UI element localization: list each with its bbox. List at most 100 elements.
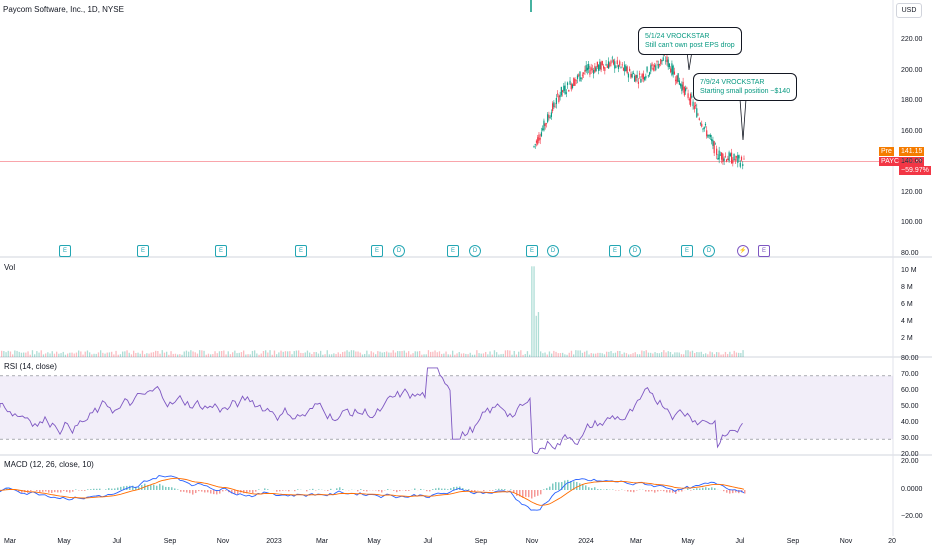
macd-histogram-bar (699, 488, 701, 490)
macd-histogram-bar (171, 487, 173, 490)
volume-bar (397, 351, 399, 357)
dividend-event-icon[interactable]: D (629, 245, 641, 257)
macd-histogram-bar (393, 490, 395, 491)
volume-bar (159, 353, 161, 357)
earnings-event-icon[interactable]: E (526, 245, 538, 257)
volume-bar (553, 350, 555, 357)
last-price: 140.35 (899, 157, 925, 166)
volume-bar (709, 351, 711, 357)
dividend-event-icon[interactable]: D (469, 245, 481, 257)
dividend-event-icon[interactable]: D (393, 245, 405, 257)
dividend-event-icon[interactable]: D (703, 245, 715, 257)
volume-bar (738, 352, 740, 357)
candle-body (687, 93, 689, 98)
volume-bar (1, 350, 3, 357)
time-axis-tick: Mar (315, 538, 329, 545)
candle-body (709, 134, 712, 137)
macd-histogram-bar (483, 490, 485, 492)
volume-bar (64, 354, 67, 357)
earnings-event-icon[interactable]: E (447, 245, 459, 257)
earnings-event-icon[interactable]: E (758, 245, 770, 257)
annotation-callout[interactable]: 7/9/24 VROCKSTAR Starting small position… (693, 73, 798, 101)
volume-bar (355, 351, 357, 357)
volume-bar (509, 350, 511, 357)
macd-histogram-bar (414, 488, 416, 490)
chart-title: Paycom Software, Inc., 1D, NYSE (3, 5, 124, 14)
macd-histogram-bar (186, 490, 188, 493)
rsi-axis-tick: 20.00 (901, 451, 919, 458)
volume-bar (240, 352, 243, 357)
volume-bar (9, 351, 12, 357)
time-axis-tick: Sep (786, 538, 800, 545)
volume-bar (557, 353, 559, 357)
macd-histogram-bar (318, 489, 320, 490)
candle-body (688, 98, 690, 101)
volume-bar (436, 352, 438, 357)
candle-body (661, 60, 663, 62)
macd-histogram-bar (660, 490, 662, 491)
earnings-event-icon[interactable]: E (609, 245, 621, 257)
macd-histogram-bar (606, 489, 608, 490)
macd-histogram-bar (231, 490, 233, 494)
currency-button[interactable]: USD (896, 3, 922, 18)
macd-histogram-bar (21, 490, 23, 493)
candle-body (616, 60, 618, 65)
macd-histogram-bar (213, 490, 215, 495)
candle-body (602, 65, 605, 69)
macd-histogram-bar (216, 490, 218, 495)
macd-histogram-bar (117, 487, 119, 490)
candle-body (660, 58, 662, 64)
candle-body (544, 123, 546, 127)
volume-bar (38, 352, 40, 357)
macd-histogram-bar (681, 490, 683, 492)
candle-body (662, 57, 664, 61)
candle-body (605, 64, 607, 66)
split-event-icon[interactable]: ⚡ (737, 245, 749, 257)
macd-histogram-bar (489, 490, 491, 491)
volume-bar (438, 351, 441, 357)
volume-bar (537, 312, 540, 357)
volume-axis-tick: 10 M (901, 267, 917, 274)
candle-body (615, 66, 617, 68)
annotation-callout[interactable]: 5/1/24 VROCKSTAR Still can't own post EP… (638, 27, 742, 55)
candle-body (701, 123, 703, 127)
earnings-event-icon[interactable]: E (137, 245, 149, 257)
macd-histogram-bar (468, 489, 470, 490)
volume-bar (174, 353, 177, 357)
candle-body (589, 70, 591, 75)
macd-histogram-bar (105, 489, 107, 490)
candle-body (734, 159, 736, 161)
volume-bar (617, 350, 619, 357)
volume-bar (460, 353, 463, 357)
volume-bar (155, 350, 157, 357)
candle-body (581, 74, 584, 76)
volume-bar (524, 353, 526, 357)
volume-bar (269, 350, 271, 357)
volume-bar (7, 350, 9, 357)
volume-bar (181, 354, 183, 357)
volume-bar (3, 351, 5, 357)
earnings-event-icon[interactable]: E (681, 245, 693, 257)
candle-body (681, 84, 683, 92)
volume-bar (309, 352, 311, 357)
volume-bar (388, 352, 390, 357)
volume-bar (531, 266, 533, 357)
earnings-event-icon[interactable]: E (215, 245, 227, 257)
candle-body (716, 148, 718, 155)
candle-body (570, 83, 572, 90)
macd-histogram-bar (6, 488, 8, 490)
dividend-event-icon[interactable]: D (547, 245, 559, 257)
time-axis-tick: Sep (474, 538, 488, 545)
macd-histogram-bar (288, 490, 290, 492)
candle-body (538, 134, 540, 141)
candle-body (604, 67, 606, 71)
candle-body (703, 126, 705, 129)
candle-body (667, 59, 669, 68)
earnings-event-icon[interactable]: E (295, 245, 307, 257)
earnings-event-icon[interactable]: E (59, 245, 71, 257)
volume-bar (632, 353, 634, 357)
macd-histogram-bar (672, 490, 674, 493)
earnings-event-icon[interactable]: E (371, 245, 383, 257)
macd-histogram-bar (690, 490, 692, 491)
